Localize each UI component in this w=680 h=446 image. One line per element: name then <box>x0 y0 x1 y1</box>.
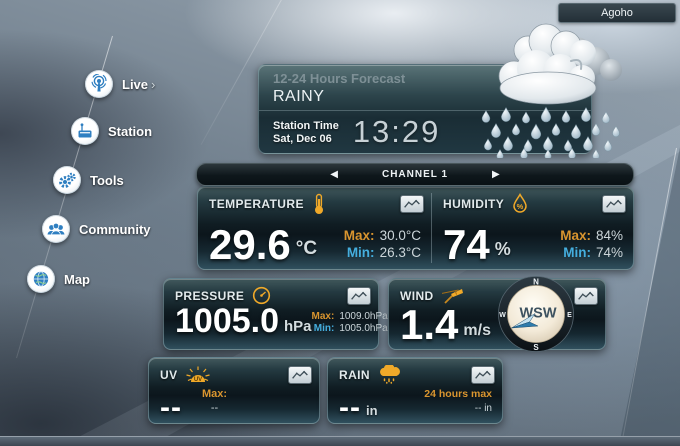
wind-direction-arrow <box>511 313 539 329</box>
temperature-label: TEMPERATURE <box>209 196 304 211</box>
max-value: -- in <box>474 402 492 414</box>
uv-value: -- <box>160 390 182 424</box>
sidebar-item-label: Live <box>122 76 149 92</box>
min-label: Min: <box>346 245 375 261</box>
max-label: Max: <box>201 388 228 400</box>
temperature-chart-button[interactable] <box>400 194 424 213</box>
channel-label: CHANNEL 1 <box>381 169 449 180</box>
min-label: Min: <box>313 323 335 335</box>
channel-selector: ◀ CHANNEL 1 ▶ <box>196 163 634 186</box>
max-value: 84% <box>595 228 623 244</box>
max-label: Max: <box>343 228 375 244</box>
station-time-label: Station Time <box>273 120 339 132</box>
sidebar-item-live[interactable]: Live › <box>85 70 155 98</box>
windsock-icon <box>441 287 464 305</box>
account-button[interactable]: Agoho <box>558 3 676 23</box>
pressure-label: PRESSURE <box>175 288 245 303</box>
sidebar-item-community[interactable]: Community <box>42 215 151 243</box>
humidity-maxmin: Max: 84% Min: 74% <box>560 228 623 262</box>
chevron-right-icon: › <box>151 76 156 92</box>
humidity-unit: % <box>494 239 511 259</box>
min-label: Min: <box>563 245 591 261</box>
station-datetime: Station Time Sat, Dec 06 <box>273 120 339 146</box>
forecast-panel: 12-24 Hours Forecast RAINY Station Time … <box>258 64 592 154</box>
rain-value: -- <box>339 390 361 424</box>
panel-divider <box>431 193 432 263</box>
station-icon <box>71 117 99 145</box>
live-broadcast-icon <box>85 70 113 98</box>
wind-unit: m/s <box>463 322 491 340</box>
sidebar-item-label: Map <box>64 271 90 287</box>
max-label: Max: <box>560 228 591 244</box>
pressure-unit: hPa <box>284 317 312 335</box>
rain-label: RAIN <box>339 367 370 382</box>
rain-panel: RAIN -- in <box>327 357 503 424</box>
rain-cloud-icon <box>378 365 402 384</box>
sidebar-item-station[interactable]: Station <box>71 117 152 145</box>
humidity-droplet-icon: % <box>512 193 528 214</box>
channel-next-button[interactable]: ▶ <box>488 169 504 180</box>
min-value: 26.3°C <box>379 245 421 261</box>
rain-maxblock: 24 hours max -- in <box>424 387 492 418</box>
compass-north-label: N <box>533 278 539 287</box>
pressure-gauge-icon <box>252 286 271 305</box>
uv-panel: UV UV <box>148 357 320 424</box>
sidebar-item-label: Tools <box>90 172 124 188</box>
station-time-value: 13:29 <box>352 114 441 149</box>
temperature-section: TEMPERATURE 29.6 °C <box>198 187 431 269</box>
map-globe-icon <box>27 265 55 293</box>
sidebar-item-label: Station <box>108 123 153 139</box>
pressure-chart-button[interactable] <box>347 286 371 305</box>
wind-compass: N S W E WSW <box>497 275 575 358</box>
humidity-chart-button[interactable] <box>602 194 626 213</box>
sidebar-item-label: Community <box>79 221 151 237</box>
compass-east-label: E <box>567 312 572 319</box>
forecast-header: 12-24 Hours Forecast RAINY <box>259 65 591 111</box>
max-value: 1009.0hPa <box>339 310 388 322</box>
max-label: 24 hours max <box>424 388 492 400</box>
temperature-unit: °C <box>295 238 318 259</box>
rain-chart-button[interactable] <box>471 365 495 384</box>
forecast-title: 12-24 Hours Forecast <box>273 71 406 86</box>
temperature-value: 29.6 <box>209 220 291 268</box>
droplet-percent-text: % <box>517 202 524 211</box>
uv-sun-text: UV <box>194 377 202 383</box>
wind-chart-button[interactable] <box>574 286 598 305</box>
bottom-bar <box>0 436 680 446</box>
rain-unit: in <box>365 402 378 418</box>
wind-label: WIND <box>400 288 434 303</box>
humidity-label: HUMIDITY <box>443 196 505 211</box>
pressure-value: 1005.0 <box>175 302 279 340</box>
temperature-humidity-panel: TEMPERATURE 29.6 °C <box>197 186 634 270</box>
pressure-panel: PRESSURE 1005.0 hPa Max: 1009.0hPa Mi <box>163 278 388 350</box>
wind-direction-value: WSW <box>519 306 556 322</box>
humidity-section: HUMIDITY % 74 % Max: <box>432 187 633 269</box>
uv-chart-button[interactable] <box>288 365 312 384</box>
uv-label: UV <box>160 367 178 382</box>
max-value: 30.0°C <box>379 228 421 244</box>
sidebar-item-map[interactable]: Map <box>27 265 90 293</box>
pressure-maxmin: Max: 1009.0hPa Min: 1005.0hPa <box>312 311 388 336</box>
community-people-icon <box>42 215 70 243</box>
max-value: -- <box>210 402 219 415</box>
thermometer-icon <box>312 193 326 215</box>
temperature-maxmin: Max: 30.0°C Min: 26.3°C <box>344 228 421 262</box>
min-value: 1005.0hPa <box>339 323 388 335</box>
station-time-row: Station Time Sat, Dec 06 13:29 <box>259 111 591 150</box>
sidebar-item-tools[interactable]: Tools <box>53 166 124 194</box>
max-label: Max: <box>311 310 335 322</box>
uv-sun-icon: UV <box>185 366 211 384</box>
compass-west-label: W <box>499 312 506 319</box>
compass-south-label: S <box>533 343 539 352</box>
forecast-condition: RAINY <box>273 88 325 105</box>
tools-gears-icon <box>53 166 81 194</box>
humidity-value: 74 <box>443 220 490 268</box>
uv-maxblock: Max: -- <box>202 387 227 418</box>
min-value: 74% <box>595 245 623 261</box>
channel-prev-button[interactable]: ◀ <box>326 169 342 180</box>
station-date: Sat, Dec 06 <box>273 133 332 145</box>
wind-value: 1.4 <box>400 301 459 348</box>
account-button-label: Agoho <box>601 7 633 19</box>
